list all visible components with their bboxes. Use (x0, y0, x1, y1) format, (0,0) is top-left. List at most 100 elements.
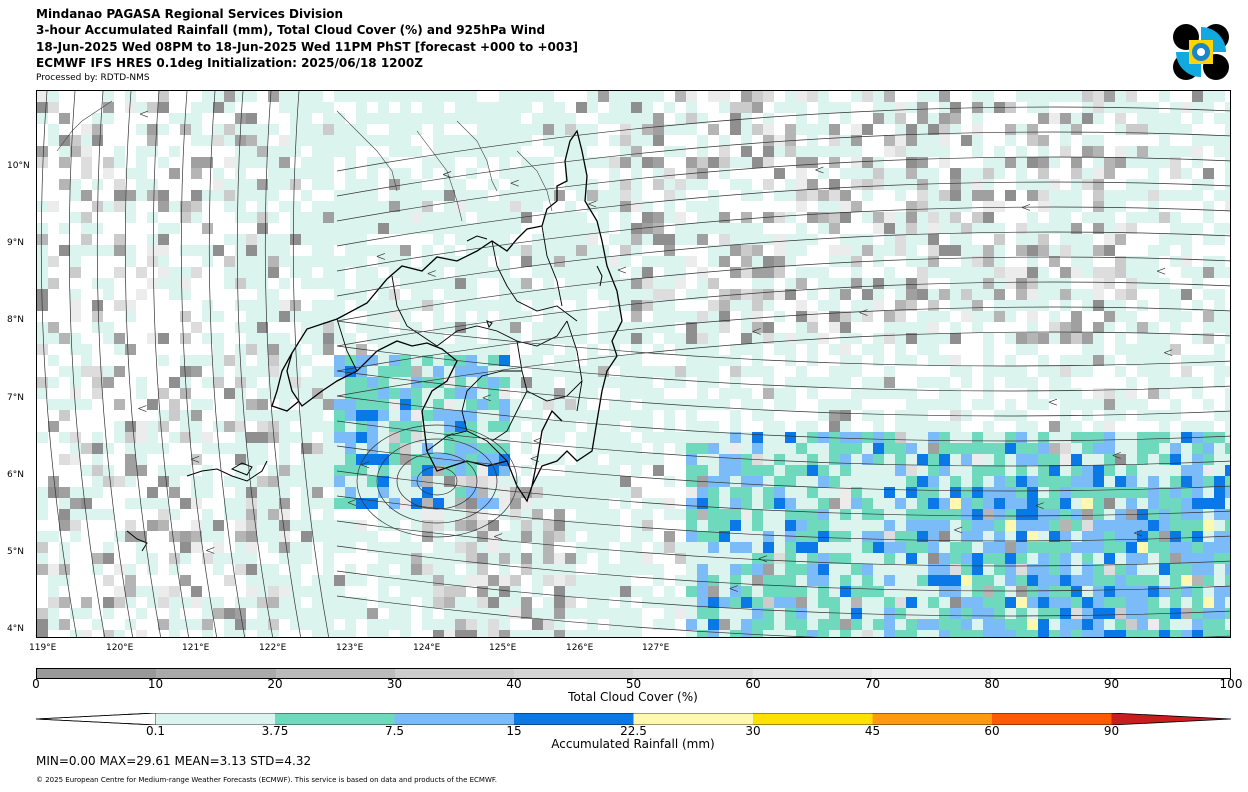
rainfall-upper-extension (1111, 713, 1231, 725)
wind-streamline (336, 181, 1230, 247)
region-boundary (541, 225, 563, 307)
rainfall-color-segment (992, 713, 1112, 725)
wind-streamline (236, 91, 274, 637)
wind-arrowhead (1156, 267, 1166, 275)
wind-streamline (336, 131, 1230, 197)
wind-arrowhead (752, 328, 761, 335)
title-line-1: Mindanao PAGASA Regional Services Divisi… (36, 7, 344, 21)
latitude-label: 10°N (7, 161, 30, 171)
wind-arrowhead (1021, 204, 1031, 211)
cloud-cover-tick-label: 30 (386, 677, 403, 691)
wind-arrowhead (617, 266, 627, 274)
region-boundary (461, 370, 522, 432)
region-boundary (491, 240, 578, 322)
rainfall-tick-label: 60 (984, 724, 1000, 738)
wind-arrowhead (347, 499, 357, 506)
wind-streamline (336, 595, 1230, 637)
rainfall-tick-label: 45 (864, 724, 881, 738)
wind-streamline (292, 91, 330, 637)
basilan-island (230, 462, 253, 476)
wind-streamline (208, 91, 246, 637)
rainfall-tick-label: 30 (745, 724, 761, 738)
rainfall-tick-label: 7.5 (384, 724, 405, 738)
processed-by: Processed by: RDTD-NMS (36, 73, 150, 83)
wind-streamline (336, 281, 1230, 347)
visayas-coastline (456, 120, 498, 192)
longitude-label: 122°E (259, 643, 287, 653)
wind-streamline (336, 445, 1230, 492)
wind-arrowhead (376, 253, 386, 260)
wind-arrowhead (510, 179, 519, 187)
wind-streamline (68, 91, 106, 637)
wind-arrowhead (954, 526, 963, 534)
cloud-cover-color-segment (37, 669, 157, 678)
region-boundary (391, 275, 438, 347)
wind-streamline (180, 91, 218, 637)
wind-streamline (336, 395, 1230, 442)
cloud-cover-colorbar (36, 668, 1231, 679)
region-boundary (336, 318, 358, 372)
visayas-coastline (516, 150, 553, 212)
cloud-cover-tick-label: 0 (32, 677, 40, 691)
cloud-cover-color-segment (394, 669, 515, 678)
rainfall-tick-label: 22.5 (620, 724, 647, 738)
wind-streamline (264, 91, 302, 637)
latitude-label: 5°N (7, 547, 24, 557)
wind-arrowhead (1035, 502, 1044, 510)
wind-arrowhead (190, 455, 200, 463)
cloud-cover-color-segment (514, 669, 634, 678)
tawi-tawi-islands (126, 530, 148, 552)
cloud-cover-color-segment (633, 669, 753, 678)
wind-arrowhead (427, 270, 436, 277)
rainfall-color-segment (872, 713, 992, 725)
title-line-2: 3-hour Accumulated Rainfall (mm), Total … (36, 23, 546, 37)
rainfall-colorbar (36, 713, 1231, 725)
longitude-label: 121°E (182, 643, 210, 653)
rainfall-tick-label: 3.75 (261, 724, 289, 738)
cloud-cover-color-segment (275, 669, 395, 678)
rainfall-color-segment (394, 713, 514, 725)
wind-streamline (336, 256, 1230, 322)
wind-arrowhead (859, 309, 868, 316)
rainfall-layer (37, 91, 1230, 637)
region-boundary (436, 320, 568, 347)
pagasa-logo-icon (1173, 24, 1229, 80)
wind-streamline (336, 306, 1230, 372)
title-line-3: 18-Jun-2025 Wed 08PM to 18-Jun-2025 Wed … (36, 40, 579, 54)
longitude-label: 123°E (336, 643, 364, 653)
copyright-text: © 2025 European Centre for Medium-range … (36, 776, 498, 784)
coastline-layer (56, 100, 623, 552)
wind-streamline (336, 231, 1230, 297)
wind-vortex (376, 438, 498, 524)
wind-arrowhead (533, 437, 542, 445)
cloud-cover-tick-label: 40 (506, 677, 522, 691)
wind-arrowhead (1164, 349, 1173, 357)
wind-streamline (336, 470, 1230, 517)
wind-vortex (396, 452, 478, 510)
rainfall-tick-label: 90 (1103, 724, 1120, 738)
cloud-cover-title: Total Cloud Cover (%) (568, 690, 698, 704)
wind-streamline (336, 370, 1230, 417)
davao-gulf-coast (531, 409, 563, 487)
wind-streamline (336, 570, 1230, 617)
zamboanga-peninsula-coast (271, 352, 300, 412)
latitude-label: 8°N (7, 315, 24, 325)
wind-arrowhead (360, 461, 370, 469)
rainfall-lower-extension (36, 713, 156, 725)
wind-streamline (336, 206, 1230, 272)
cloud-cover-tick-label: 80 (984, 677, 1000, 691)
wind-streamline (40, 91, 78, 637)
wind-streamline (336, 106, 1230, 172)
wind-vortex (416, 466, 458, 496)
wind-streamline (336, 495, 1230, 542)
cloud-cover-color-segment (156, 669, 276, 678)
title-line-4: ECMWF IFS HRES 0.1deg Initialization: 20… (36, 56, 423, 70)
longitude-label: 119°E (29, 643, 57, 653)
latitude-label: 6°N (7, 470, 24, 480)
wind-arrowhead (588, 200, 597, 208)
wind-streamline (336, 156, 1230, 222)
bohol-leyte-coast (466, 235, 488, 242)
cloud-cover-tick-label: 10 (147, 677, 164, 691)
longitude-label: 125°E (489, 643, 517, 653)
rainfall-tick-label: 15 (506, 724, 522, 738)
